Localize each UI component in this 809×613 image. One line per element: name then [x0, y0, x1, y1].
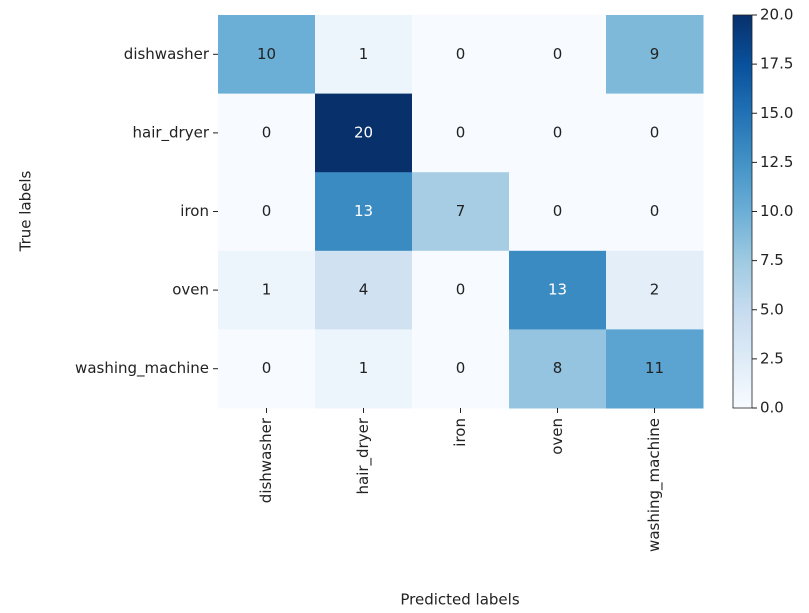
cell-label: 10	[257, 45, 276, 63]
colorbar-tick-label: 12.5	[760, 153, 793, 171]
cell-label: 0	[456, 45, 466, 63]
heatmap-cell	[315, 172, 413, 252]
cell-label: 0	[456, 123, 466, 141]
cell-label: 11	[645, 359, 664, 377]
heatmap-cell	[412, 329, 510, 409]
y-tick-label: iron	[180, 202, 209, 220]
cell-label: 4	[359, 281, 369, 299]
heatmap-cell	[218, 250, 316, 330]
x-axis-label: Predicted labels	[400, 591, 519, 609]
cell-label: 13	[548, 281, 567, 299]
heatmap-cell	[412, 250, 510, 330]
x-tick-label: iron	[451, 418, 469, 447]
heatmap-cell	[606, 93, 704, 173]
cell-label: 0	[262, 123, 272, 141]
y-tick-label: dishwasher	[124, 45, 210, 63]
cell-label: 0	[262, 359, 272, 377]
cell-label: 2	[650, 281, 660, 299]
colorbar-tick-label: 2.5	[760, 349, 784, 367]
cell-label: 0	[553, 123, 563, 141]
heatmap-cell	[509, 250, 607, 330]
heatmap-cell	[412, 172, 510, 252]
x-tick-label: oven	[548, 418, 566, 455]
colorbar-tick-label: 5.0	[760, 300, 784, 318]
colorbar-tick-label: 0.0	[760, 399, 784, 417]
cell-label: 0	[553, 45, 563, 63]
x-tick-label: hair_dryer	[354, 417, 373, 494]
heatmap-cell	[606, 329, 704, 409]
cell-label: 0	[650, 123, 660, 141]
heatmap-cell	[509, 172, 607, 252]
heatmap-cell	[218, 329, 316, 409]
colorbar	[732, 14, 753, 409]
heatmap-cell	[606, 15, 704, 95]
heatmap-cell	[606, 172, 704, 252]
colorbar-tick-label: 15.0	[760, 104, 793, 122]
heatmap-cell	[509, 15, 607, 95]
cell-label: 1	[359, 359, 369, 377]
heatmap-cell	[315, 250, 413, 330]
heatmap-cell	[218, 93, 316, 173]
cell-label: 0	[553, 202, 563, 220]
cell-label: 1	[262, 281, 272, 299]
cell-label: 8	[553, 359, 563, 377]
colorbar-tick-label: 10.0	[760, 202, 793, 220]
heatmap-cell	[509, 329, 607, 409]
cell-label: 13	[354, 202, 373, 220]
y-tick-label: oven	[172, 281, 209, 299]
cell-label: 0	[650, 202, 660, 220]
colorbar-tick-label: 17.5	[760, 55, 793, 73]
x-tick-label: washing_machine	[645, 418, 664, 552]
heatmap-cell	[315, 15, 413, 95]
heatmap-cell	[218, 15, 316, 95]
heatmap-cell	[218, 172, 316, 252]
heatmap-cell	[509, 93, 607, 173]
cell-label: 0	[456, 359, 466, 377]
colorbar-tick-label: 20.0	[760, 6, 793, 24]
cell-label: 0	[262, 202, 272, 220]
y-tick-label: hair_dryer	[133, 123, 210, 142]
heatmap-cell	[606, 250, 704, 330]
cell-label: 7	[456, 202, 466, 220]
x-tick-label: dishwasher	[257, 417, 275, 503]
heatmap-cell	[315, 93, 413, 173]
colorbar-tick-label: 7.5	[760, 251, 784, 269]
cell-label: 1	[359, 45, 369, 63]
heatmap-cell	[412, 93, 510, 173]
heatmap-cell	[412, 15, 510, 95]
cell-label: 20	[354, 123, 373, 141]
y-axis-label: True labels	[17, 170, 35, 252]
cell-label: 0	[456, 281, 466, 299]
cell-label: 9	[650, 45, 660, 63]
y-tick-label: washing_machine	[75, 359, 209, 378]
heatmap-cell	[315, 329, 413, 409]
